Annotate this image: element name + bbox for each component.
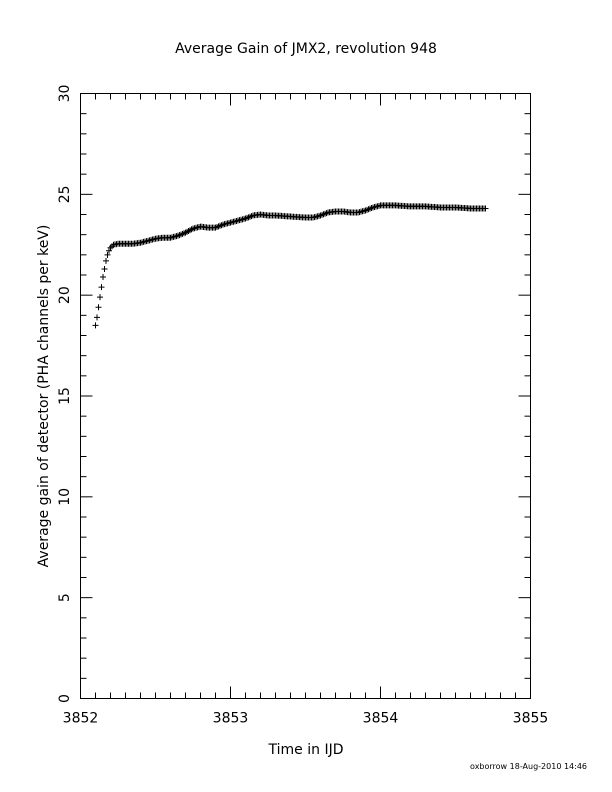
data-point <box>94 314 100 321</box>
y-tick-label: 5 <box>57 593 73 602</box>
data-point <box>107 244 114 251</box>
x-tick-label: 3854 <box>363 711 399 727</box>
y-tick-label: 10 <box>57 488 73 506</box>
data-point <box>97 294 103 301</box>
data-point <box>100 274 106 281</box>
axis-ticks <box>80 93 531 699</box>
data-point <box>98 284 105 291</box>
data-point <box>95 304 102 311</box>
data-point <box>106 247 112 254</box>
y-tick-label: 0 <box>57 694 73 703</box>
x-axis-label: Time in IJD <box>268 742 344 758</box>
y-tick-label: 15 <box>57 387 73 405</box>
y-tick-labels: 0 5 10 15 20 25 30 <box>57 85 73 703</box>
plot-frame <box>80 93 531 699</box>
data-points <box>92 202 489 329</box>
y-tick-label: 20 <box>57 286 73 304</box>
data-point <box>101 265 108 272</box>
chart-title: Average Gain of JMX2, revolution 948 <box>175 41 437 57</box>
data-point <box>92 322 99 329</box>
x-tick-label: 3853 <box>213 711 249 727</box>
x-tick-label: 3852 <box>63 711 99 727</box>
credit-line: oxborrow 18-Aug-2010 14:46 <box>470 762 587 771</box>
data-point <box>103 257 109 264</box>
x-tick-labels: 3852 3853 3854 3855 <box>63 711 549 727</box>
x-tick-label: 3855 <box>513 711 549 727</box>
data-point <box>104 251 111 258</box>
y-axis-label: Average gain of detector (PHA channels p… <box>36 225 52 568</box>
y-tick-label: 25 <box>57 185 73 203</box>
data-point <box>482 205 489 212</box>
y-tick-label: 30 <box>57 85 73 103</box>
